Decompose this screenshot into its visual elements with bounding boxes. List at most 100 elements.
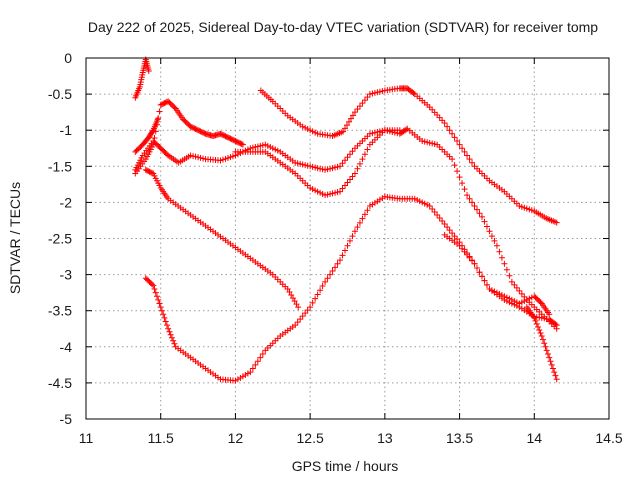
data-point	[171, 340, 178, 347]
data-point	[151, 135, 158, 142]
data-point	[403, 126, 410, 133]
x-tick-label: 11	[79, 430, 94, 446]
data-point	[361, 211, 368, 218]
data-point	[506, 272, 513, 279]
data-point	[540, 336, 547, 343]
data-point	[364, 146, 371, 153]
data-point	[516, 287, 523, 294]
data-point	[361, 151, 368, 158]
data-point	[158, 307, 165, 314]
series-track-j	[523, 304, 560, 383]
data-point	[364, 207, 371, 214]
data-point	[332, 264, 339, 271]
data-point	[342, 125, 349, 132]
data-point	[349, 148, 356, 155]
data-point	[536, 326, 543, 333]
data-point	[503, 266, 510, 273]
y-tick-label: -3	[60, 267, 73, 283]
series-track-g	[132, 56, 152, 101]
data-point	[434, 212, 441, 219]
y-tick-label: -0.5	[48, 86, 72, 102]
data-point	[334, 260, 341, 267]
data-point	[553, 322, 560, 329]
data-point	[356, 219, 363, 226]
data-point	[533, 320, 540, 327]
data-point	[291, 298, 298, 305]
series-track-b	[232, 125, 560, 332]
data-point	[148, 281, 155, 288]
y-tick-label: -2.5	[48, 231, 72, 247]
data-point	[304, 307, 311, 314]
data-point	[474, 264, 481, 271]
y-tick-label: -4.5	[48, 375, 72, 391]
data-point	[486, 228, 493, 235]
data-point	[152, 289, 159, 296]
data-point	[151, 286, 158, 293]
data-point	[459, 245, 466, 252]
data-point	[150, 282, 157, 289]
data-point	[359, 156, 366, 163]
x-tick-labels: 11 11.5 12 12.5 13 13.5 14 14.5	[79, 430, 623, 446]
data-point	[436, 215, 443, 222]
data-point	[288, 292, 295, 299]
data-point	[163, 322, 170, 329]
data-point	[309, 299, 316, 306]
data-point	[537, 329, 544, 336]
data-point	[344, 179, 351, 186]
data-point	[454, 168, 461, 175]
data-point	[449, 156, 456, 163]
data-point	[337, 163, 344, 170]
data-point	[478, 213, 485, 220]
data-point	[153, 293, 160, 300]
data-point	[451, 233, 458, 240]
data-point	[252, 361, 259, 368]
data-point	[538, 332, 545, 339]
data-point	[347, 115, 354, 122]
y-tick-label: -2	[60, 194, 73, 210]
data-point	[349, 173, 356, 180]
data-point	[491, 237, 498, 244]
data-point	[493, 242, 500, 249]
data-point	[359, 215, 366, 222]
data-point	[501, 260, 508, 267]
data-point	[342, 157, 349, 164]
data-point	[327, 271, 334, 278]
data-point	[289, 295, 296, 302]
data-point	[292, 322, 299, 329]
series-track-i	[441, 231, 553, 318]
series-track-c	[142, 193, 560, 384]
data-point	[547, 358, 554, 365]
x-tick-label: 14	[526, 430, 542, 446]
data-point	[165, 325, 172, 332]
y-tick-label: -1	[60, 122, 73, 138]
data-point	[551, 369, 558, 376]
y-axis-label: SDTVAR / TECUs	[7, 182, 23, 294]
data-point	[456, 174, 463, 181]
series-track-e	[132, 98, 246, 177]
data-point	[511, 281, 518, 288]
data-point	[339, 252, 346, 259]
data-point	[476, 269, 483, 276]
data-point	[345, 118, 352, 125]
data-point	[444, 123, 451, 130]
data-point	[259, 351, 266, 358]
data-point	[466, 254, 473, 261]
data-point	[553, 376, 560, 383]
data-point	[293, 301, 300, 308]
data-point	[459, 180, 466, 187]
data-point	[488, 233, 495, 240]
data-point	[349, 112, 356, 119]
data-point	[541, 340, 548, 347]
data-point	[537, 299, 544, 306]
data-point	[548, 361, 555, 368]
data-point	[542, 343, 549, 350]
data-point	[342, 247, 349, 254]
data-point	[284, 286, 291, 293]
data-point	[464, 192, 471, 199]
data-point	[295, 304, 302, 311]
data-point	[342, 182, 349, 189]
data-point	[439, 218, 446, 225]
data-point	[249, 365, 256, 372]
data-point	[498, 254, 505, 261]
